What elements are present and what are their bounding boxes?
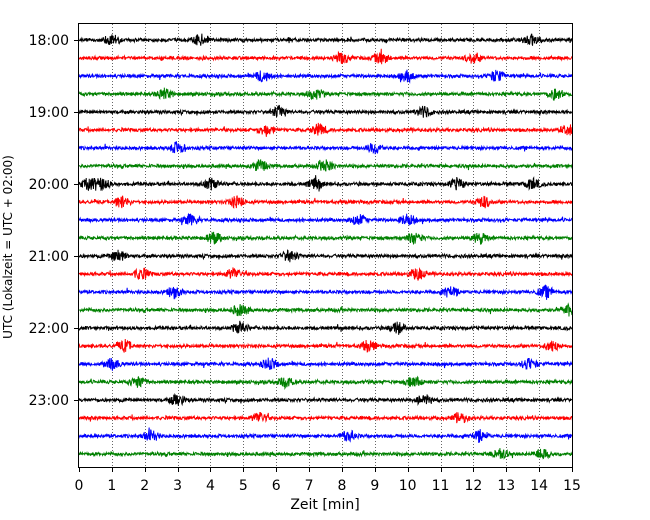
x-tick-label: 4 (206, 478, 215, 494)
plot-frame (78, 23, 573, 468)
y-tick-label: 20:00 (29, 177, 69, 193)
x-tick-label: 9 (370, 478, 379, 494)
x-tick-label: 2 (140, 478, 149, 494)
trace-21:30 (78, 284, 573, 300)
trace-18:45 (78, 87, 573, 101)
trace-23:15 (78, 411, 573, 424)
trace-19:45 (78, 158, 573, 172)
trace-19:15 (78, 122, 573, 137)
trace-19:30 (78, 141, 573, 155)
y-tick-label: 22:00 (29, 321, 69, 337)
y-tick-label: 18:00 (29, 33, 69, 49)
trace-22:00 (78, 320, 573, 335)
x-tick-label: 5 (239, 478, 248, 494)
x-axis-label: Zeit [min] (290, 497, 359, 513)
y-axis-label: UTC (Lokalzeit = UTC + 02:00) (1, 155, 15, 339)
trace-21:45 (78, 302, 573, 317)
trace-18:30 (78, 69, 573, 84)
trace-20:30 (78, 212, 573, 226)
y-axis-ticks: 18:00 19:00 20:00 21:00 22:00 23:00 (29, 33, 79, 409)
trace-18:00 (78, 33, 573, 46)
x-tick-label: 10 (399, 478, 417, 494)
trace-22:45 (78, 375, 573, 391)
trace-18:15 (78, 48, 573, 65)
trace-22:30 (78, 357, 573, 371)
x-tick-label: 0 (75, 478, 84, 494)
trace-22:15 (78, 339, 573, 353)
y-tick-label: 23:00 (29, 393, 69, 409)
x-tick-label: 11 (432, 478, 450, 494)
y-tick-label: 19:00 (29, 105, 69, 121)
trace-23:45 (78, 448, 573, 460)
trace-23:30 (78, 427, 573, 443)
x-tick-label: 13 (497, 478, 515, 494)
x-tick-label: 7 (305, 478, 314, 494)
y-tick-label: 21:00 (29, 249, 69, 265)
trace-20:45 (78, 231, 573, 245)
x-tick-label: 3 (173, 478, 182, 494)
x-axis-ticks: 0 1 2 3 4 5 6 7 8 9 10 11 12 13 14 15 (75, 467, 581, 494)
trace-21:15 (78, 267, 573, 281)
x-tick-label: 15 (563, 478, 581, 494)
trace-20:00 (78, 175, 573, 192)
trace-19:00 (78, 104, 573, 118)
trace-20:15 (78, 195, 573, 209)
trace-21:00 (78, 249, 573, 263)
x-tick-label: 8 (337, 478, 346, 494)
minute-grid (112, 24, 540, 467)
x-tick-label: 14 (530, 478, 548, 494)
x-tick-label: 12 (464, 478, 482, 494)
seismic-traces (78, 33, 573, 460)
trace-23:00 (78, 392, 573, 407)
x-tick-label: 6 (272, 478, 281, 494)
x-tick-label: 1 (107, 478, 116, 494)
